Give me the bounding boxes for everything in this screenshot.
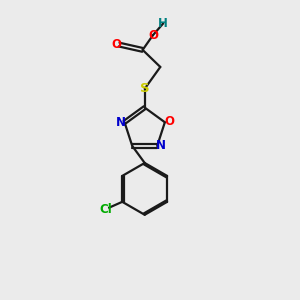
Text: N: N xyxy=(116,116,125,129)
Text: O: O xyxy=(148,29,158,42)
Text: H: H xyxy=(158,17,168,30)
Text: S: S xyxy=(140,82,149,95)
Text: O: O xyxy=(112,38,122,51)
Text: O: O xyxy=(164,115,174,128)
Text: N: N xyxy=(156,140,166,152)
Text: Cl: Cl xyxy=(100,203,112,216)
